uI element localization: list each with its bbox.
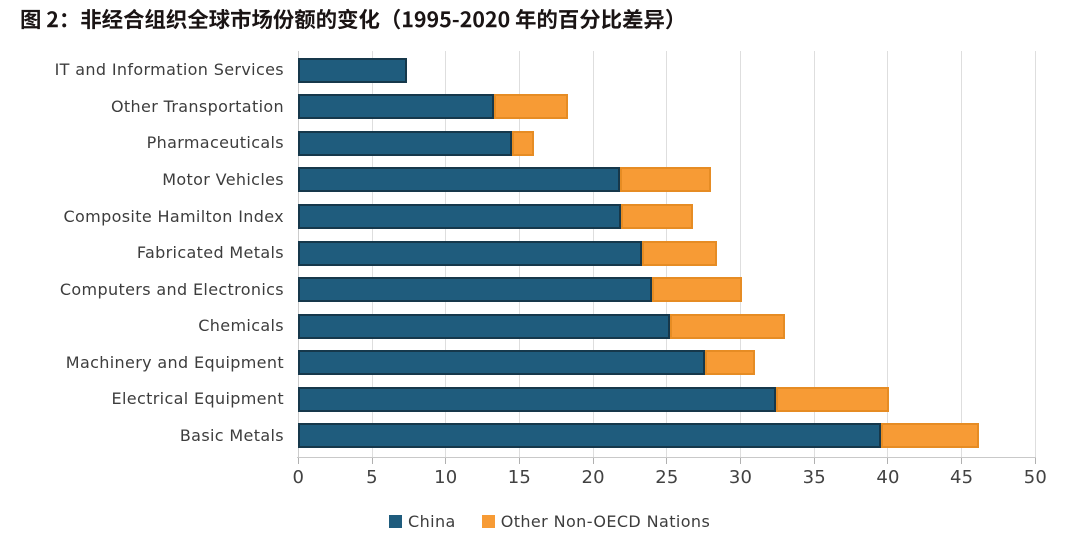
- category-label: Fabricated Metals: [136, 243, 284, 263]
- chart-title: 图 2：非经合组织全球市场份额的变化（1995-2020 年的百分比差异）: [20, 3, 686, 33]
- bar-segment-other-10: [880, 423, 980, 449]
- category-label: Machinery and Equipment: [65, 352, 284, 372]
- tick-mark-50: [1034, 456, 1036, 464]
- tick-mark-25: [666, 456, 668, 464]
- x-tick-label-30: 30: [728, 467, 753, 488]
- category-label: Chemicals: [198, 316, 284, 336]
- category-label: Other Transportation: [110, 96, 284, 116]
- x-tick-label-5: 5: [366, 467, 378, 488]
- x-tick-label-0: 0: [292, 467, 305, 488]
- bar-segment-other-6: [652, 277, 743, 303]
- x-tick-label-50: 50: [1023, 467, 1048, 488]
- gridline-45: [961, 51, 963, 457]
- legend-label-china: China: [408, 512, 456, 531]
- bar-segment-china-5: [298, 240, 642, 266]
- bar-segment-china-10: [298, 423, 881, 449]
- category-label: IT and Information Services: [54, 60, 284, 80]
- tick-mark-40: [887, 456, 889, 464]
- gridline-35: [813, 51, 815, 457]
- bar-segment-other-2: [512, 130, 535, 156]
- tick-mark-0: [297, 456, 299, 464]
- category-label: Composite Hamilton Index: [63, 206, 284, 226]
- tick-mark-5: [371, 456, 373, 464]
- bar-segment-china-0: [298, 57, 408, 83]
- category-label: Basic Metals: [179, 425, 284, 445]
- gridline-50: [1034, 51, 1036, 457]
- bar-segment-china-8: [298, 350, 706, 376]
- bar-segment-other-4: [621, 204, 694, 230]
- category-label: Computers and Electronics: [59, 279, 284, 299]
- bar-segment-china-6: [298, 277, 653, 303]
- bar-segment-other-8: [705, 350, 756, 376]
- x-tick-label-25: 25: [655, 467, 679, 488]
- bar-segment-china-1: [298, 94, 495, 120]
- legend: China Other Non-OECD Nations: [389, 512, 710, 531]
- tick-mark-30: [740, 456, 742, 464]
- x-tick-label-40: 40: [876, 467, 900, 488]
- bar-segment-china-3: [298, 167, 620, 193]
- tick-mark-15: [518, 456, 520, 464]
- category-label: Electrical Equipment: [111, 389, 284, 409]
- chart-title-svg: [21, 8, 673, 30]
- tick-mark-45: [961, 456, 963, 464]
- legend-item-china: China: [389, 512, 456, 531]
- tick-mark-20: [592, 456, 594, 464]
- x-tick-label-45: 45: [950, 467, 974, 488]
- gridline-40: [887, 51, 889, 457]
- bar-segment-china-2: [298, 130, 513, 156]
- bar-segment-other-7: [669, 313, 785, 339]
- category-label: Pharmaceuticals: [146, 133, 284, 153]
- category-label: Motor Vehicles: [162, 169, 284, 189]
- x-tick-label-10: 10: [434, 467, 458, 488]
- x-tick-label-15: 15: [507, 467, 532, 488]
- bar-segment-china-4: [298, 204, 622, 230]
- bar-segment-other-5: [641, 240, 717, 266]
- legend-label-other-non-oecd: Other Non-OECD Nations: [500, 512, 711, 531]
- bar-segment-other-9: [775, 386, 890, 412]
- legend-item-other-non-oecd: Other Non-OECD Nations: [481, 512, 711, 531]
- bar-segment-other-3: [619, 167, 712, 193]
- bar-segment-china-7: [298, 313, 670, 339]
- legend-swatch-china: [389, 515, 402, 528]
- tick-mark-10: [445, 456, 447, 464]
- gridline-30: [740, 51, 742, 457]
- legend-swatch-other-non-oecd: [481, 515, 495, 528]
- bar-segment-other-1: [494, 94, 569, 120]
- tick-mark-35: [813, 456, 815, 464]
- x-tick-label-20: 20: [581, 467, 605, 488]
- x-axis-line: [297, 456, 1037, 458]
- x-tick-label-35: 35: [802, 467, 826, 488]
- bar-segment-china-9: [298, 386, 776, 412]
